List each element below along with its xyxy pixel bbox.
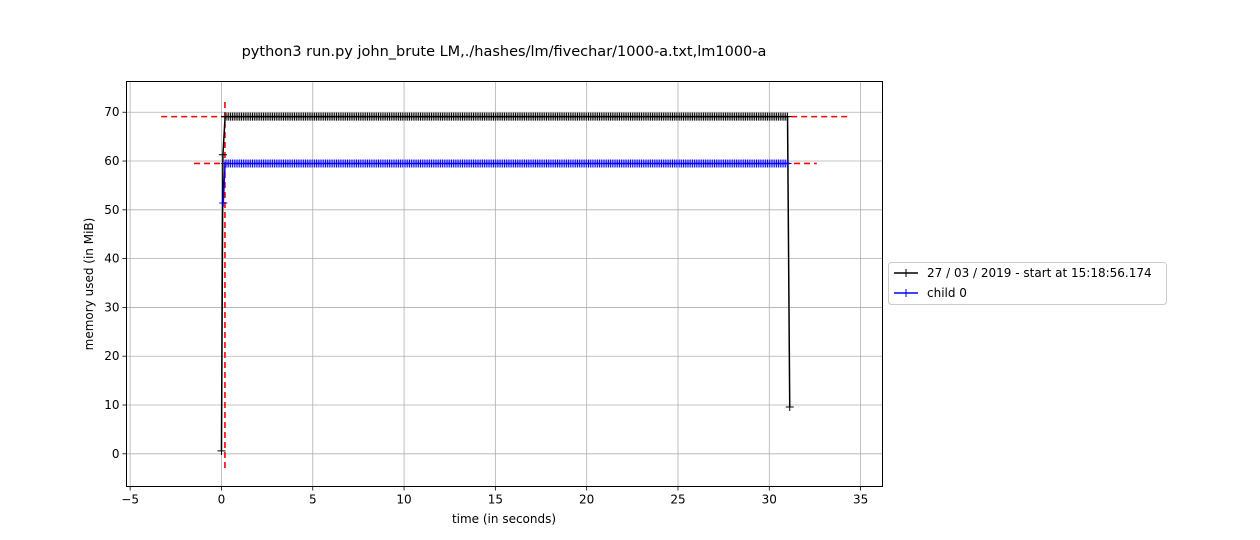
- legend-marker-child: [902, 289, 910, 297]
- plot-background: [126, 81, 883, 487]
- x-tick-label: −5: [121, 493, 139, 507]
- x-tick-label: 10: [396, 493, 411, 507]
- y-axis-ticks: 0 10 20 30 40 50 60 70: [104, 105, 127, 461]
- series-0: [217, 112, 794, 455]
- data-point: [783, 159, 792, 168]
- x-tick-label: 5: [309, 493, 317, 507]
- x-tick-label: 30: [762, 493, 777, 507]
- x-tick-label: 25: [670, 493, 685, 507]
- legend-box: [888, 262, 1167, 305]
- legend-label-child: child 0: [927, 286, 967, 300]
- y-tick-label: 0: [112, 447, 120, 461]
- y-tick-label: 40: [104, 252, 119, 266]
- y-tick-label: 60: [104, 154, 119, 168]
- y-tick-label: 30: [104, 300, 119, 314]
- legend-entry-main: 27 / 03 / 2019 - start at 15:18:56.174: [894, 266, 1152, 280]
- x-tick-label: 15: [488, 493, 503, 507]
- chart-title: python3 run.py john_brute LM,./hashes/lm…: [242, 44, 767, 60]
- legend-entry-child: child 0: [894, 286, 967, 300]
- series-1: [219, 159, 792, 207]
- y-tick-label: 70: [104, 105, 119, 119]
- legend-label-main: 27 / 03 / 2019 - start at 15:18:56.174: [927, 266, 1152, 280]
- data-point: [785, 402, 794, 411]
- x-axis-ticks: −5 0 5 10 15 20 25 30 35: [121, 486, 868, 507]
- data-point: [218, 150, 227, 159]
- y-tick-label: 50: [104, 203, 119, 217]
- y-tick-label: 20: [104, 349, 119, 363]
- legend-marker-main: [902, 269, 910, 277]
- data-point: [217, 446, 226, 455]
- x-tick-label: 20: [579, 493, 594, 507]
- y-tick-label: 10: [104, 398, 119, 412]
- y-axis-label: memory used (in MiB): [82, 218, 96, 351]
- plot-frame: [126, 81, 883, 487]
- x-axis-label: time (in seconds): [452, 512, 556, 526]
- data-point: [219, 199, 228, 207]
- grid-lines: [126, 81, 883, 487]
- series-layer: [217, 112, 794, 455]
- x-tick-label: 35: [853, 493, 868, 507]
- x-tick-label: 0: [218, 493, 226, 507]
- legend: 27 / 03 / 2019 - start at 15:18:56.174 c…: [888, 262, 1167, 305]
- data-point: [783, 112, 792, 121]
